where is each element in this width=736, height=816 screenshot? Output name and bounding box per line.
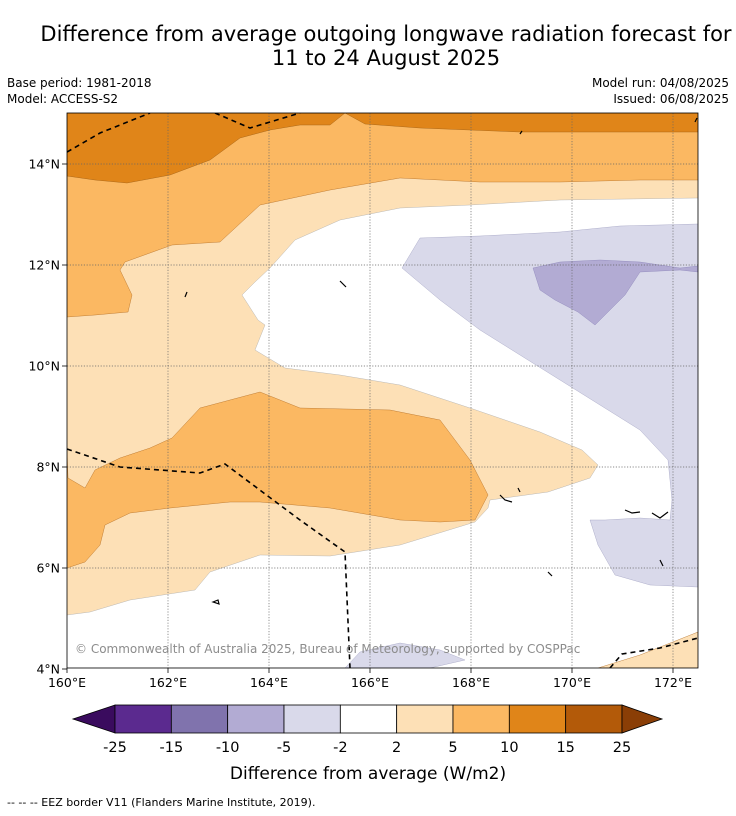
colorbar-tick-label: -25: [103, 740, 127, 756]
x-tick-label: 160°E: [48, 675, 86, 690]
y-tick-label: 14°N: [28, 157, 60, 172]
eez-legend: -- -- -- EEZ border V11 (Flanders Marine…: [7, 796, 316, 809]
anomaly-fill-5-10-central: [67, 391, 489, 569]
colorbar-swatch: [565, 704, 623, 734]
x-tick-label: 172°E: [654, 675, 692, 690]
title-line-1: Difference from average outgoing longwav…: [40, 22, 732, 46]
colorbar-tick-label: -10: [216, 740, 240, 756]
colorbar-swatch: [283, 704, 341, 734]
meta-right: Model run: 04/08/2025 Issued: 06/08/2025: [592, 75, 729, 107]
x-tick-label: 168°E: [452, 675, 490, 690]
colorbar-swatch: [508, 704, 567, 734]
colorbar-tick-label: 2: [392, 740, 401, 756]
colorbar-swatch: [396, 704, 454, 734]
colorbar-tick-label: -2: [333, 740, 347, 756]
colorbar-tick-label: -15: [159, 740, 183, 756]
y-tick-label: 10°N: [28, 359, 60, 374]
x-tick-label: 170°E: [553, 675, 591, 690]
model-run: Model run: 04/08/2025: [591, 76, 729, 90]
title-line-2: 11 to 24 August 2025: [271, 46, 501, 70]
colorbar: -25 -15 -10 -5 -2 2 5 10 15 25: [71, 704, 664, 756]
colorbar-tick-label: 15: [556, 740, 574, 756]
colorbar-swatch: [114, 704, 172, 734]
x-tick-label: 166°E: [351, 675, 389, 690]
eez-border: [67, 113, 698, 668]
map-panel: © Commonwealth of Australia 2025, Bureau…: [67, 113, 698, 668]
colorbar-swatch: [227, 704, 285, 734]
base-period: Base period: 1981-2018: [7, 76, 152, 90]
y-tick-label: 12°N: [28, 258, 60, 273]
x-axis-ticks: 160°E 162°E 164°E 166°E 168°E 170°E 172°E: [48, 668, 692, 690]
colorbar-tick-label: 10: [500, 740, 518, 756]
copyright-text: © Commonwealth of Australia 2025, Bureau…: [75, 642, 580, 656]
y-tick-label: 6°N: [36, 561, 60, 576]
y-tick-label: 8°N: [36, 460, 60, 475]
anomaly-fill-10-15-north: [67, 113, 698, 184]
colorbar-tick-label: -5: [277, 740, 291, 756]
anomaly-fill-neg10-neg5: [532, 259, 698, 326]
map-frame: [66, 112, 699, 669]
x-tick-label: 164°E: [250, 675, 288, 690]
colorbar-label: Difference from average (W/m2): [230, 764, 506, 784]
colorbar-tick-label: 25: [613, 740, 631, 756]
y-axis-ticks: 14°N 12°N 10°N 8°N 6°N 4°N: [28, 157, 67, 677]
colorbar-tick-label: 5: [448, 740, 457, 756]
model-name: Model: ACCESS-S2: [7, 92, 119, 106]
gridlines: [67, 113, 698, 668]
colorbar-extend-high: [621, 704, 664, 734]
issued-date: Issued: 06/08/2025: [613, 92, 729, 106]
y-tick-label: 4°N: [36, 662, 60, 677]
colorbar-swatch: [452, 704, 510, 734]
colorbar-extend-low: [71, 704, 116, 734]
anomaly-fill-neg5-neg2-south: [344, 642, 466, 668]
colorbar-swatch: [170, 704, 229, 734]
islands: [184, 117, 698, 605]
meta-left: Base period: 1981-2018 Model: ACCESS-S2: [7, 75, 152, 107]
chart-title: Difference from average outgoing longwav…: [0, 22, 736, 70]
anomaly-fill-neg5-neg2: [401, 223, 698, 588]
colorbar-swatch: [339, 704, 398, 734]
x-tick-label: 162°E: [149, 675, 187, 690]
